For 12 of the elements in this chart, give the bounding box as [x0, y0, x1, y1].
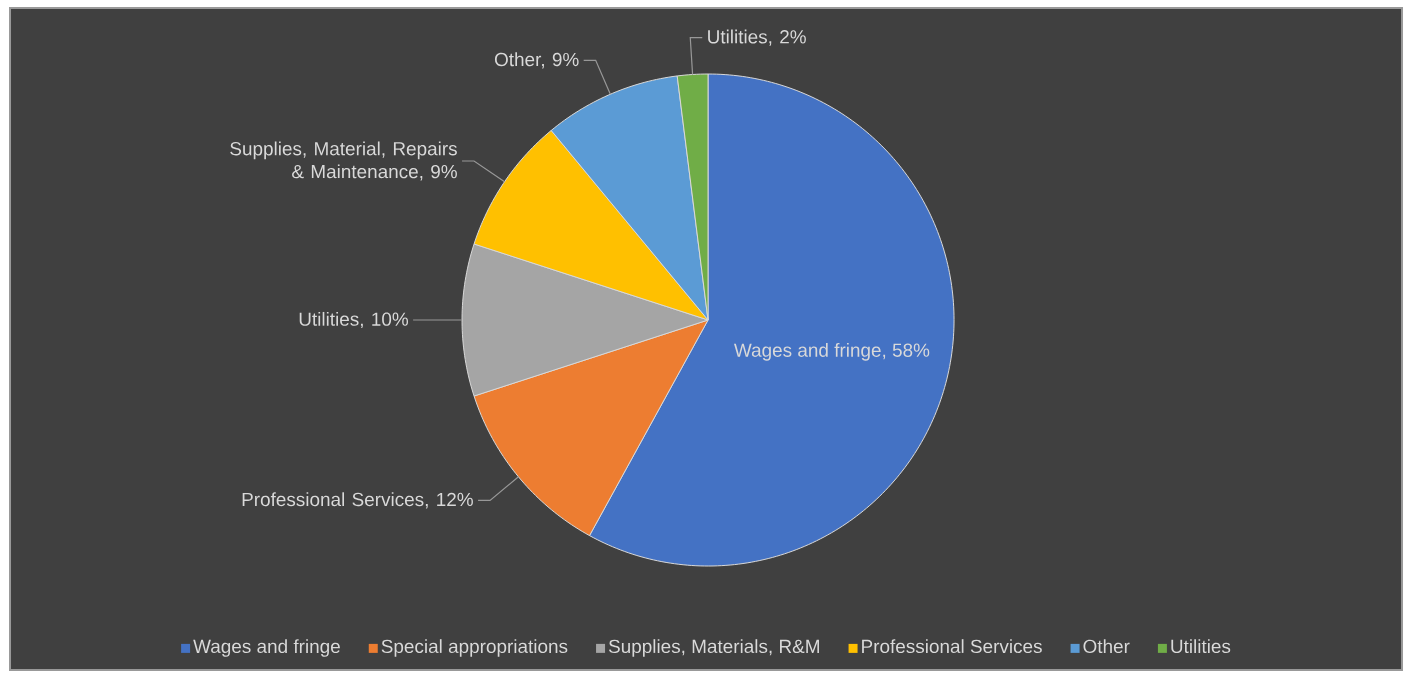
data-label: Other, 9%	[494, 52, 579, 69]
legend-label: Other	[1083, 639, 1130, 654]
legend-label: Professional Services	[862, 639, 1042, 654]
data-label: Wages and fringe, 58%	[733, 343, 930, 361]
legend-label: Supplies, Materials, R&M	[608, 639, 819, 657]
data-label: Utilities, 2%	[708, 29, 806, 46]
legend-label: Special appropriations	[381, 639, 568, 657]
data-label: Professional Services, 12%	[242, 492, 473, 509]
legend-label: Wages and fringe	[193, 639, 340, 657]
data-label: Utilities, 10%	[299, 311, 409, 329]
legend-label: Utilities	[1171, 639, 1231, 654]
data-label: Supplies, Material, Repairs & Maintenance, 9%	[230, 141, 457, 181]
